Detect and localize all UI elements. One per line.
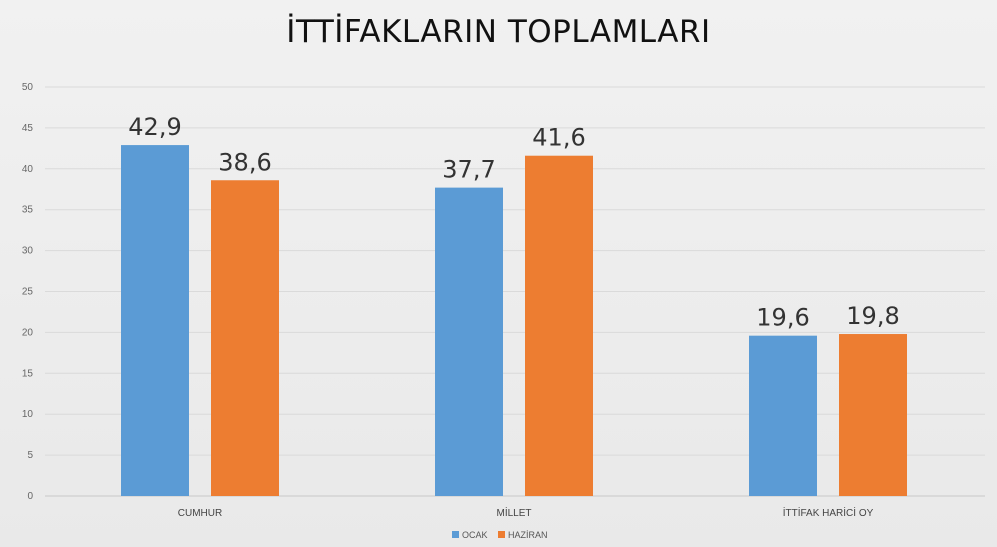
y-tick-label: 20 [22,327,34,338]
legend-swatch [452,531,459,538]
legend-swatch [498,531,505,538]
bar [839,334,907,496]
data-label: 19,8 [846,302,899,330]
x-tick-label: CUMHUR [178,508,222,519]
y-tick-label: 50 [22,82,34,93]
y-tick-label: 45 [22,123,34,134]
legend-label: OCAK [462,530,488,540]
legend-label: HAZİRAN [508,530,548,540]
y-tick-label: 30 [22,246,34,257]
y-tick-label: 40 [22,164,34,175]
y-tick-label: 35 [22,205,34,216]
y-tick-label: 5 [27,450,33,461]
y-tick-label: 25 [22,287,34,298]
bar [121,145,189,496]
y-tick-label: 10 [22,409,34,420]
bar [749,335,817,496]
x-tick-label: MİLLET [496,506,531,519]
y-tick-label: 15 [22,368,34,379]
bar [435,187,503,496]
data-label: 42,9 [128,113,181,141]
y-tick-label: 0 [27,491,33,502]
data-label: 41,6 [532,124,585,152]
data-label: 38,6 [218,148,271,176]
data-label: 37,7 [442,156,495,184]
bar [211,180,279,496]
chart-title: İTTİFAKLARIN TOPLAMLARI [286,14,711,50]
x-tick-label: İTTİFAK HARİCİ OY [783,506,874,519]
bar [525,155,593,496]
data-label: 19,6 [756,304,809,332]
